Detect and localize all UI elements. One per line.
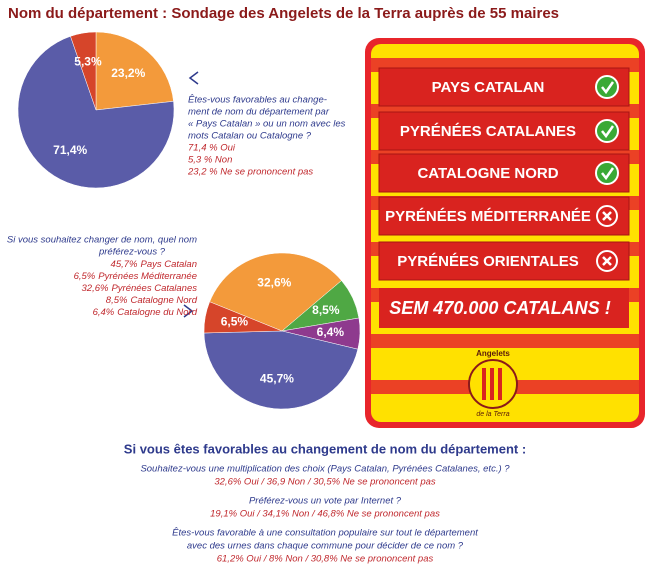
answer-line: 23,2 % Ne se prononcent pas xyxy=(187,167,313,178)
legend-value: 45,7% xyxy=(111,259,138,270)
legend-value: 6,5% xyxy=(74,271,96,282)
pie-slice xyxy=(95,31,174,111)
legend-value: 8,5% xyxy=(106,295,128,306)
footer-question: Souhaitez-vous une multiplication des ch… xyxy=(140,464,510,475)
banner xyxy=(378,196,630,236)
cross-mark xyxy=(602,256,612,266)
footer-question: Préférez-vous un vote par Internet ? xyxy=(249,496,402,507)
legend-label: Catalogne Nord xyxy=(130,295,197,306)
banner xyxy=(378,153,630,193)
logo-text: de la Terra xyxy=(476,411,509,418)
pie-slice xyxy=(203,301,283,334)
slice-label: 23,2% xyxy=(111,66,145,80)
logo-text: Angelets xyxy=(476,349,510,358)
question-line: préférez-vous ? xyxy=(98,247,166,258)
answer-line: 71,4 % Oui xyxy=(188,143,236,154)
legend-label: Pyrénées Méditerranée xyxy=(98,271,197,282)
question-line: ment de nom du département par xyxy=(188,107,330,118)
question-line: Si vous souhaitez changer de nom, quel n… xyxy=(7,235,197,246)
check-mark xyxy=(601,81,615,95)
banner xyxy=(378,67,630,107)
footer-answer: 32,6% Oui / 36,9 Non / 30,5% Ne se prono… xyxy=(214,477,436,488)
panel-content: PAYS CATALAN PYRÉNÉES CATALANES CATALOGNE … xyxy=(378,67,630,418)
banner-label: PYRÉNÉES MÉDITERRANÉE xyxy=(385,208,591,225)
check-mark xyxy=(601,167,615,181)
logo-stripe xyxy=(490,368,494,400)
legend-value: 6,4% xyxy=(93,307,115,318)
footer-question: Êtes-vous favorable à une consultation p… xyxy=(172,528,478,539)
footer-question: avec des urnes dans chaque commune pour … xyxy=(187,541,464,552)
footer-answer: 61,2% Oui / 8% Non / 30,8% Ne se prononc… xyxy=(217,554,434,565)
check-mark xyxy=(601,125,615,139)
question-line: Êtes-vous favorables au change- xyxy=(188,95,327,106)
title: Nom du département : Sondage des Angelet… xyxy=(8,5,559,22)
pie-slice xyxy=(203,330,359,410)
legend-label: Pyrénées Catalanes xyxy=(111,283,197,294)
pie-slice xyxy=(70,31,97,111)
arrow-left xyxy=(188,71,199,85)
slice-label: 71,4% xyxy=(53,143,87,157)
check-icon xyxy=(595,161,619,185)
pie-slice xyxy=(209,252,342,332)
logo-stripe xyxy=(482,368,486,400)
slice-label: 6,4% xyxy=(317,325,345,339)
slice-label: 5,3% xyxy=(74,54,102,68)
answer-line: 5,3 % Non xyxy=(188,155,232,166)
slice-label: 45,7% xyxy=(260,371,294,385)
banner xyxy=(378,111,630,151)
slice-label: 6,5% xyxy=(221,315,249,329)
slogan-banner xyxy=(379,288,629,328)
legend-entry: 45,7% Pays Catalan xyxy=(111,259,197,270)
check-icon xyxy=(595,119,619,143)
legend-entry: 6,5% Pyrénées Méditerranée xyxy=(74,271,197,282)
legend-entry: 32,6% Pyrénées Catalanes xyxy=(82,283,198,294)
banner-label: PYRÉNÉES CATALANES xyxy=(400,123,576,140)
question-line: mots Catalan ou Catalogne ? xyxy=(188,131,312,142)
slogan: SEM 470.000 CATALANS ! xyxy=(389,298,610,318)
logo-stripe xyxy=(498,368,502,400)
slice-label: 8,5% xyxy=(312,303,340,317)
cross-mark xyxy=(602,211,612,221)
question-line: « Pays Catalan » ou un nom avec les xyxy=(188,119,346,130)
footer-heading: Si vous êtes favorables au changement de… xyxy=(124,441,526,456)
banner-label: CATALOGNE NORD xyxy=(417,165,558,182)
banner-label: PAYS CATALAN xyxy=(432,79,545,96)
stripe xyxy=(371,334,639,348)
legend-entry: 8,5% Catalogne Nord xyxy=(106,295,198,306)
slice-label: 32,6% xyxy=(257,275,291,289)
legend-label: Pays Catalan xyxy=(140,259,197,270)
check-icon xyxy=(595,75,619,99)
legend-label: Catalogne du Nord xyxy=(117,307,197,318)
legend-value: 32,6% xyxy=(82,283,109,294)
banner xyxy=(378,241,630,281)
footer-answer: 19,1% Oui / 34,1% Non / 46,8% Ne se pron… xyxy=(210,509,440,520)
arrow-right xyxy=(183,304,194,318)
legend-entry: 6,4% Catalogne du Nord xyxy=(93,307,198,318)
pie-slice xyxy=(17,35,175,189)
banner-label: PYRÉNÉES ORIENTALES xyxy=(397,253,578,270)
